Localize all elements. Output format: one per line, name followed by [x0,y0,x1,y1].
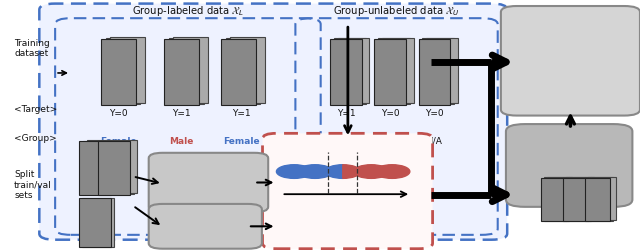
FancyBboxPatch shape [338,38,369,104]
Text: N/A: N/A [426,136,442,145]
Text: Y=0: Y=0 [381,109,399,118]
FancyBboxPatch shape [106,38,140,104]
FancyBboxPatch shape [79,198,111,247]
Text: N/A: N/A [338,136,354,145]
FancyBboxPatch shape [382,38,413,104]
FancyBboxPatch shape [419,39,451,104]
Text: Split
train/val
sets: Split train/val sets [14,170,52,200]
Text: Group
classifier $g$: Group classifier $g$ [182,170,236,196]
Text: Y=0: Y=0 [425,109,444,118]
FancyBboxPatch shape [585,178,611,222]
Text: Male: Male [170,136,194,145]
Text: F: F [294,176,300,186]
Text: $\tau$: $\tau$ [327,199,335,208]
FancyBboxPatch shape [591,177,616,220]
FancyBboxPatch shape [330,39,362,104]
Text: Group-labeled data $\mathcal{X}_L$: Group-labeled data $\mathcal{X}_L$ [132,4,244,18]
Text: Group assignment: Group assignment [300,142,396,152]
FancyBboxPatch shape [506,124,632,207]
Text: N/A: N/A [382,136,398,145]
Text: Find a
Threshold $\tau$: Find a Threshold $\tau$ [178,216,233,237]
Text: Female: Female [100,136,137,145]
FancyBboxPatch shape [563,178,588,222]
FancyBboxPatch shape [82,198,114,246]
Circle shape [374,165,410,178]
Circle shape [298,165,333,178]
Text: Fair
model $f$: Fair model $f$ [548,154,591,178]
FancyBboxPatch shape [164,39,199,104]
Text: $1-\tau$: $1-\tau$ [276,198,301,209]
FancyBboxPatch shape [169,38,204,104]
Text: Y=1: Y=1 [172,109,191,118]
FancyBboxPatch shape [110,38,145,103]
FancyBboxPatch shape [588,177,613,221]
Text: <Group>: <Group> [14,134,57,143]
FancyBboxPatch shape [106,140,138,194]
FancyBboxPatch shape [87,140,118,194]
Text: F: F [575,212,582,222]
Text: Existing
in-training method: Existing in-training method [525,50,616,72]
FancyBboxPatch shape [422,38,454,104]
FancyBboxPatch shape [221,39,256,104]
Text: Female: Female [223,136,260,145]
Text: random: random [325,177,358,186]
Text: M: M [380,176,388,186]
FancyBboxPatch shape [378,38,410,104]
Text: F: F [597,212,604,222]
FancyBboxPatch shape [569,177,594,220]
FancyBboxPatch shape [102,140,134,194]
Text: M: M [551,212,562,222]
Text: Y=1: Y=1 [232,109,251,118]
Text: Training
dataset: Training dataset [14,39,50,58]
FancyBboxPatch shape [566,177,591,221]
FancyBboxPatch shape [374,39,406,104]
FancyBboxPatch shape [226,38,260,104]
FancyBboxPatch shape [547,177,572,220]
FancyBboxPatch shape [148,204,262,249]
FancyBboxPatch shape [262,133,433,249]
FancyBboxPatch shape [148,153,268,212]
FancyBboxPatch shape [83,140,115,194]
Text: $P(A|X)$: $P(A|X)$ [364,197,390,210]
FancyBboxPatch shape [334,38,365,104]
FancyBboxPatch shape [426,38,458,104]
FancyBboxPatch shape [544,177,569,221]
FancyBboxPatch shape [173,38,208,103]
Text: Y=0: Y=0 [109,109,127,118]
Wedge shape [343,165,360,178]
FancyBboxPatch shape [39,4,507,240]
Wedge shape [325,165,343,178]
FancyBboxPatch shape [501,6,640,116]
Text: Group-unlabeled data $\mathcal{X}_U$: Group-unlabeled data $\mathcal{X}_U$ [333,4,460,18]
FancyBboxPatch shape [98,141,130,195]
Circle shape [276,165,312,178]
FancyBboxPatch shape [101,39,136,104]
Text: Y=1: Y=1 [337,109,355,118]
FancyBboxPatch shape [79,141,111,195]
FancyBboxPatch shape [230,38,265,103]
Circle shape [353,165,389,178]
Text: <Target>: <Target> [14,105,58,114]
FancyBboxPatch shape [541,178,566,222]
